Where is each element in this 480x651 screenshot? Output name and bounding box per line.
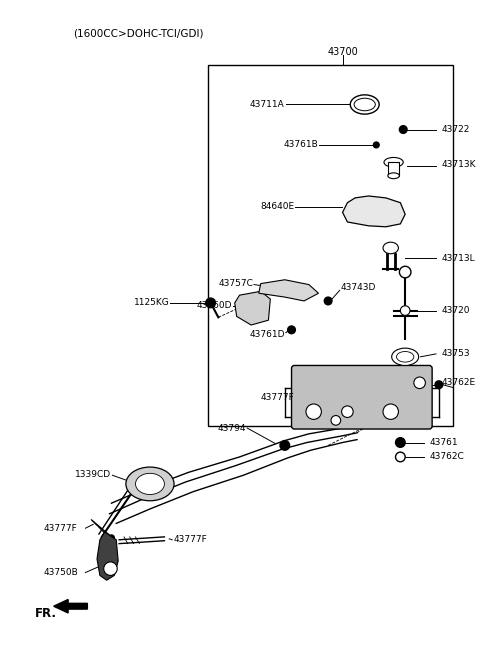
Circle shape [108,535,114,541]
Polygon shape [343,196,405,227]
Text: 43760D: 43760D [196,301,232,311]
Circle shape [400,306,410,315]
Circle shape [306,404,322,419]
Ellipse shape [135,473,165,495]
Circle shape [280,441,289,450]
Circle shape [324,297,332,305]
Text: 43700: 43700 [327,48,358,57]
Text: 84640E: 84640E [260,202,294,211]
Circle shape [331,415,341,425]
Ellipse shape [396,352,414,362]
Text: 43720: 43720 [442,306,470,315]
Text: 1125KG: 1125KG [133,298,169,307]
Text: 43762E: 43762E [442,378,476,387]
Text: 43762C: 43762C [429,452,464,462]
Ellipse shape [392,348,419,365]
Text: FR.: FR. [35,607,57,620]
Circle shape [104,562,117,575]
Ellipse shape [384,158,403,167]
Circle shape [399,126,407,133]
Text: 43743D: 43743D [341,283,376,292]
Text: 43761: 43761 [429,438,458,447]
Text: 43794: 43794 [218,424,246,432]
Bar [208,65,453,426]
Polygon shape [259,280,319,301]
Text: 43753: 43753 [442,350,470,359]
Text: 43711A: 43711A [250,100,285,109]
Ellipse shape [350,95,379,114]
Circle shape [288,326,295,334]
Ellipse shape [388,173,399,178]
Circle shape [396,437,405,447]
Circle shape [396,452,405,462]
Text: 43761B: 43761B [284,141,319,150]
Text: 43777F: 43777F [174,535,208,544]
Circle shape [399,266,411,278]
Circle shape [373,142,379,148]
Ellipse shape [354,98,375,111]
Text: 43761D: 43761D [249,330,285,339]
Text: 43757C: 43757C [218,279,253,288]
Polygon shape [97,532,118,580]
Text: 43713K: 43713K [442,159,476,169]
FancyBboxPatch shape [291,365,432,429]
Polygon shape [54,600,87,613]
Circle shape [435,381,443,389]
Text: (1600CC>DOHC-TCI/GDI): (1600CC>DOHC-TCI/GDI) [73,28,204,38]
Ellipse shape [126,467,174,501]
Text: 43777F: 43777F [44,523,78,533]
Circle shape [206,298,216,308]
Text: 43722: 43722 [442,125,470,134]
Circle shape [383,404,398,419]
Text: 1339CD: 1339CD [75,470,111,478]
Text: 43777F: 43777F [261,393,294,402]
Circle shape [414,377,425,389]
Circle shape [342,406,353,417]
Bar [388,162,399,176]
Text: 43750B: 43750B [44,568,79,577]
Polygon shape [235,291,270,325]
Ellipse shape [383,242,398,254]
Text: 43713L: 43713L [442,254,475,263]
